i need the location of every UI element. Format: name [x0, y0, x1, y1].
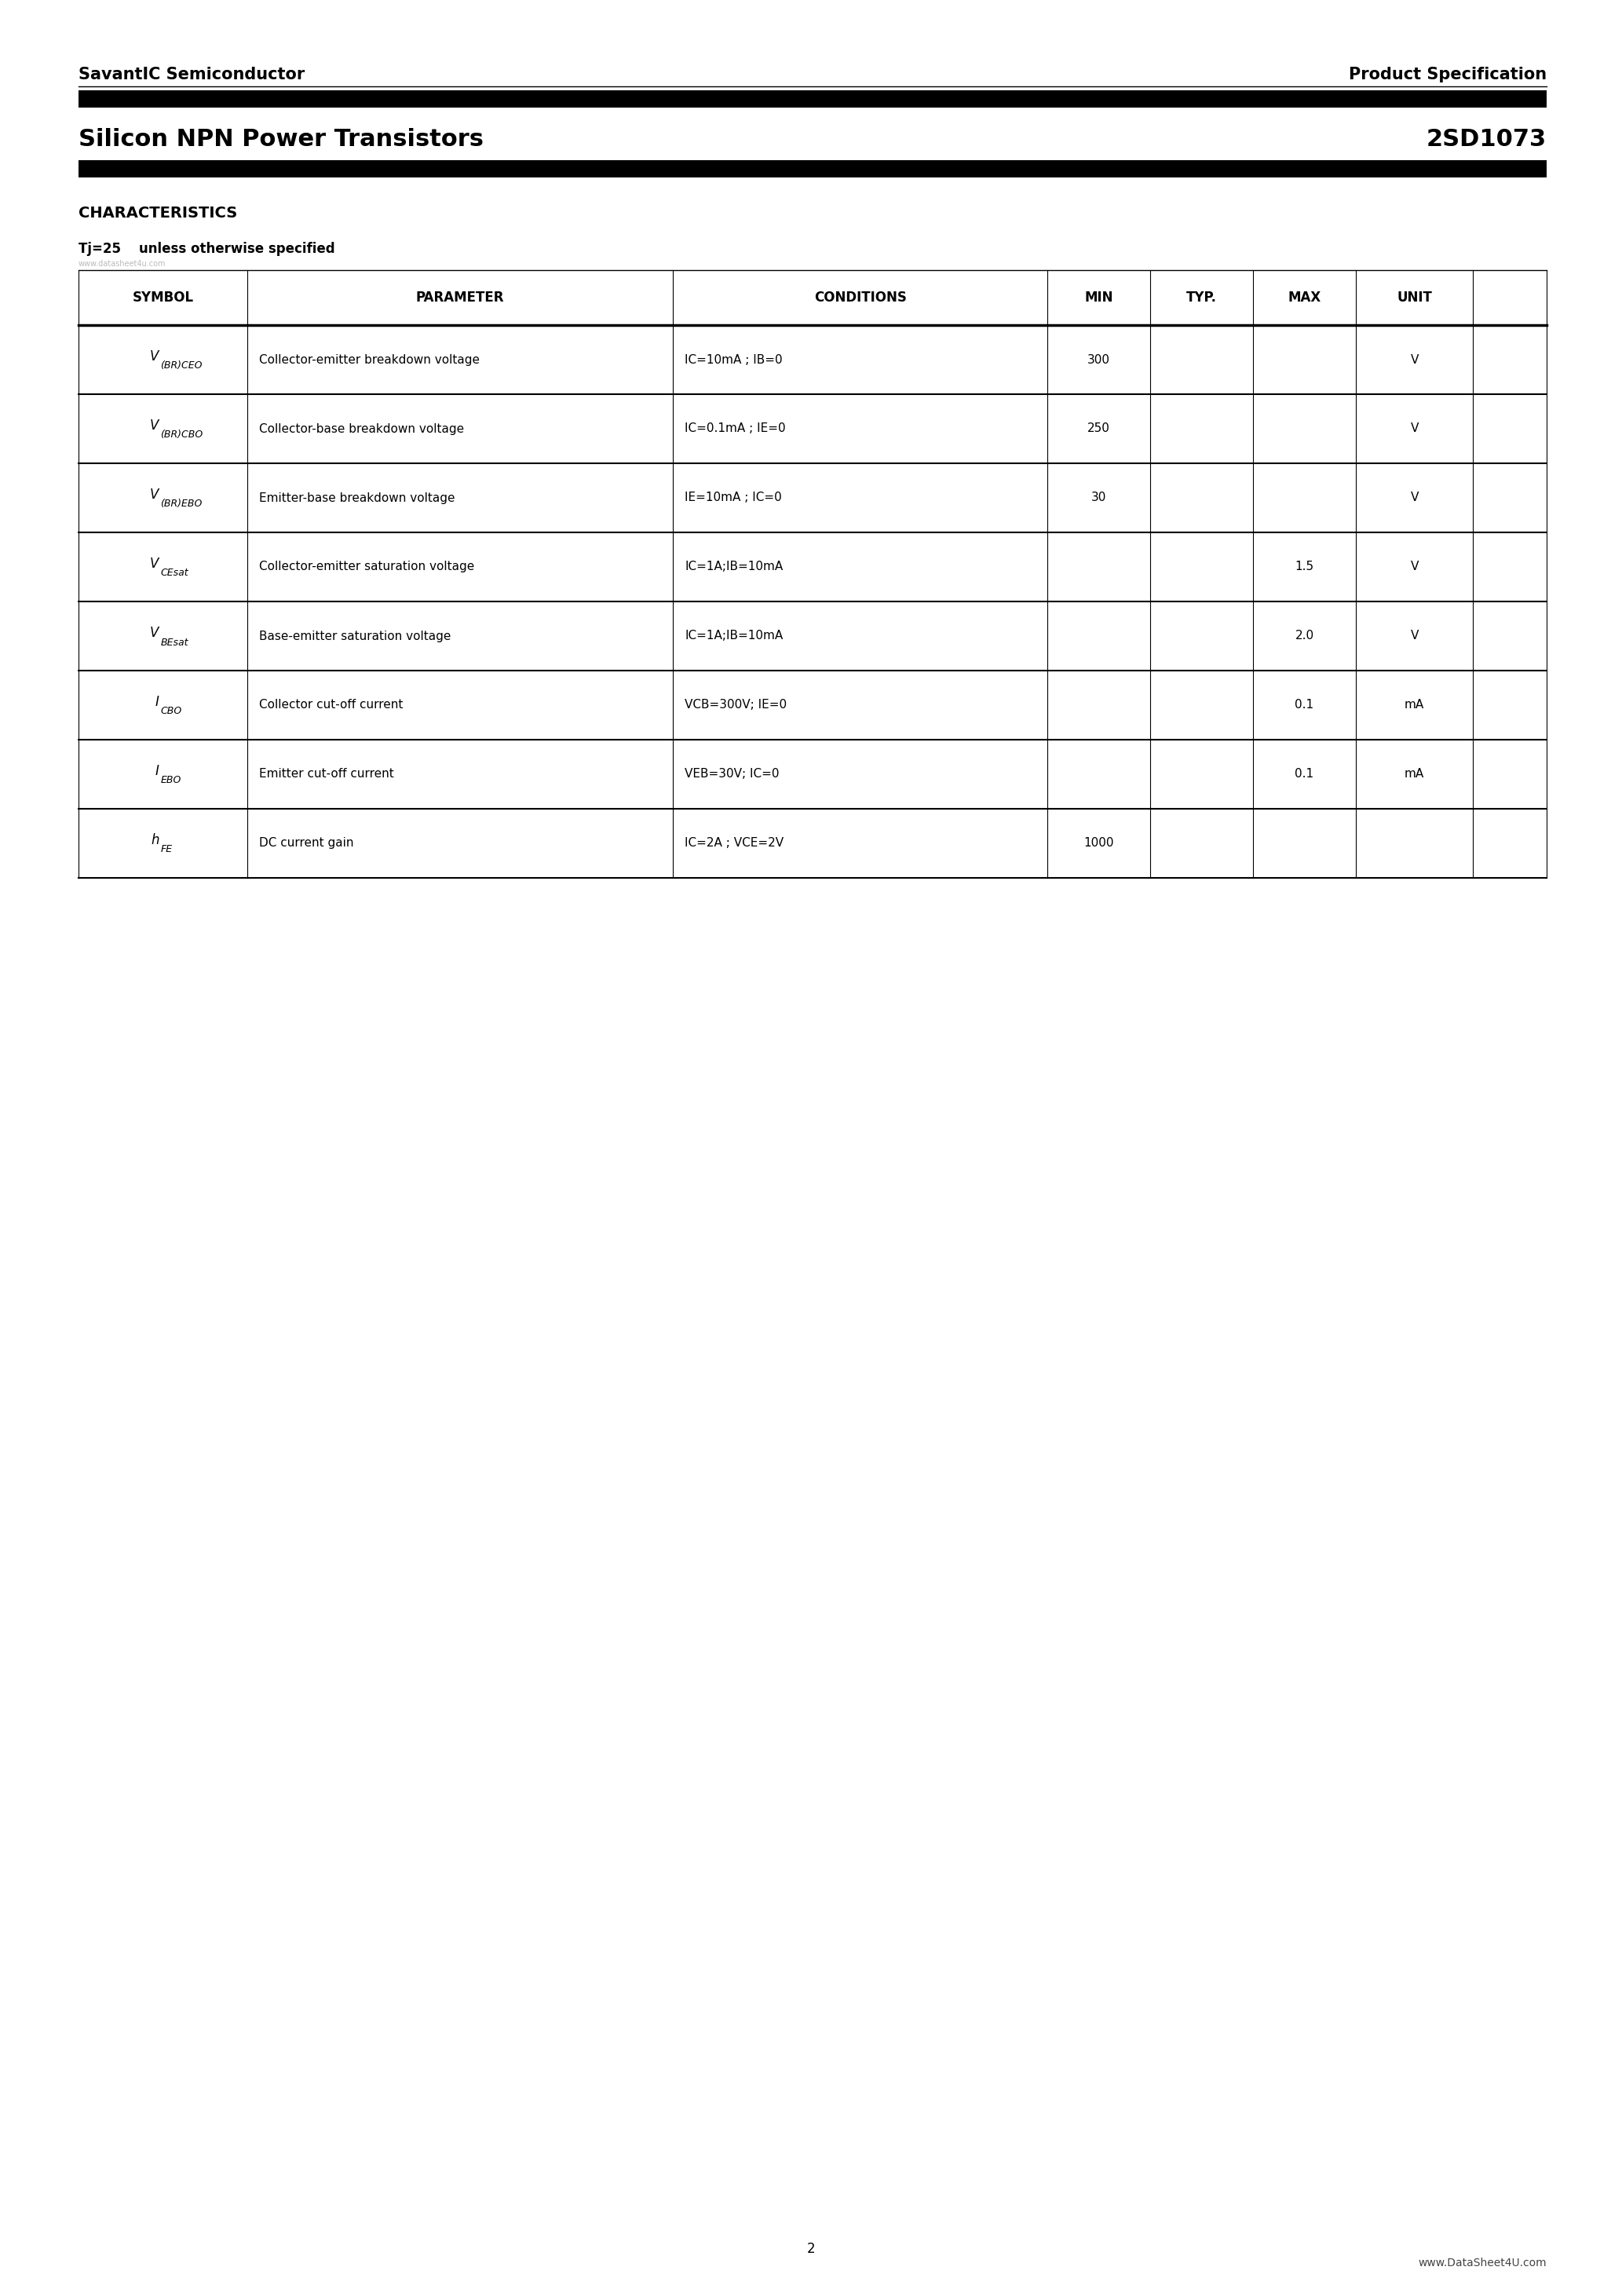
Text: CEsat: CEsat: [161, 567, 188, 579]
Text: 250: 250: [1087, 422, 1109, 434]
Text: I: I: [156, 765, 159, 778]
Text: Emitter cut-off current: Emitter cut-off current: [260, 769, 394, 781]
Text: Silicon NPN Power Transistors: Silicon NPN Power Transistors: [78, 129, 483, 152]
Text: IC=1A;IB=10mA: IC=1A;IB=10mA: [684, 560, 783, 572]
Text: V: V: [1411, 354, 1419, 365]
Text: V: V: [151, 349, 159, 363]
Text: V: V: [1411, 491, 1419, 503]
Text: V: V: [151, 556, 159, 572]
Text: V: V: [151, 627, 159, 641]
Text: MAX: MAX: [1288, 292, 1320, 305]
Text: Collector-emitter breakdown voltage: Collector-emitter breakdown voltage: [260, 354, 480, 365]
Text: IC=0.1mA ; IE=0: IC=0.1mA ; IE=0: [684, 422, 785, 434]
Text: V: V: [151, 487, 159, 503]
Text: CBO: CBO: [161, 707, 182, 716]
Text: EBO: EBO: [161, 776, 182, 785]
Text: Tj=25    unless otherwise specified: Tj=25 unless otherwise specified: [78, 241, 334, 255]
Text: (BR)CEO: (BR)CEO: [161, 360, 203, 372]
Text: V: V: [1411, 629, 1419, 643]
Text: mA: mA: [1405, 700, 1424, 712]
Text: 0.1: 0.1: [1294, 769, 1314, 781]
Text: I: I: [156, 696, 159, 709]
Bar: [78, 161, 1547, 177]
Text: VEB=30V; IC=0: VEB=30V; IC=0: [684, 769, 780, 781]
Text: V: V: [151, 418, 159, 432]
Text: 2SD1073: 2SD1073: [1426, 129, 1547, 152]
Text: www.DataSheet4U.com: www.DataSheet4U.com: [1418, 2257, 1547, 2268]
Text: PARAMETER: PARAMETER: [417, 292, 504, 305]
Text: IC=1A;IB=10mA: IC=1A;IB=10mA: [684, 629, 783, 643]
Text: BEsat: BEsat: [161, 638, 188, 647]
Text: SYMBOL: SYMBOL: [133, 292, 193, 305]
Text: IE=10mA ; IC=0: IE=10mA ; IC=0: [684, 491, 782, 503]
Text: (BR)CBO: (BR)CBO: [161, 429, 203, 441]
Text: IC=10mA ; IB=0: IC=10mA ; IB=0: [684, 354, 783, 365]
Text: CONDITIONS: CONDITIONS: [814, 292, 907, 305]
Text: DC current gain: DC current gain: [260, 838, 354, 850]
Text: VCB=300V; IE=0: VCB=300V; IE=0: [684, 700, 787, 712]
Text: V: V: [1411, 560, 1419, 572]
Text: Collector-base breakdown voltage: Collector-base breakdown voltage: [260, 422, 464, 434]
Text: FE: FE: [161, 845, 172, 854]
Text: IC=2A ; VCE=2V: IC=2A ; VCE=2V: [684, 838, 783, 850]
Text: 0.1: 0.1: [1294, 700, 1314, 712]
Text: TYP.: TYP.: [1186, 292, 1216, 305]
Text: 300: 300: [1087, 354, 1109, 365]
Text: (BR)EBO: (BR)EBO: [161, 498, 203, 510]
Text: h: h: [151, 833, 159, 847]
Text: Base-emitter saturation voltage: Base-emitter saturation voltage: [260, 629, 451, 643]
Text: 2: 2: [806, 2241, 816, 2257]
Text: CHARACTERISTICS: CHARACTERISTICS: [78, 207, 237, 220]
Text: MIN: MIN: [1085, 292, 1113, 305]
Text: Emitter-base breakdown voltage: Emitter-base breakdown voltage: [260, 491, 456, 503]
Text: Collector-emitter saturation voltage: Collector-emitter saturation voltage: [260, 560, 474, 572]
Text: Collector cut-off current: Collector cut-off current: [260, 700, 404, 712]
Text: UNIT: UNIT: [1397, 292, 1432, 305]
Text: 1.5: 1.5: [1294, 560, 1314, 572]
Text: 2.0: 2.0: [1294, 629, 1314, 643]
Text: mA: mA: [1405, 769, 1424, 781]
Text: SavantIC Semiconductor: SavantIC Semiconductor: [78, 67, 305, 83]
Text: V: V: [1411, 422, 1419, 434]
Bar: [78, 90, 1547, 108]
Text: 1000: 1000: [1083, 838, 1114, 850]
Text: Product Specification: Product Specification: [1348, 67, 1547, 83]
Text: 30: 30: [1092, 491, 1106, 503]
Text: www.datasheet4u.com: www.datasheet4u.com: [78, 259, 165, 269]
